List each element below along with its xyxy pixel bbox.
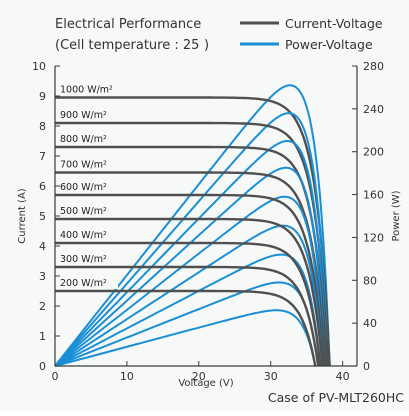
iv-curve (55, 217, 324, 367)
irradiance-label: 300 W/m² (60, 254, 107, 265)
iv-curve (55, 193, 326, 367)
irradiance-label: 200 W/m² (60, 278, 107, 289)
pv-curve (54, 224, 324, 367)
irradiance-label-bg (58, 204, 118, 217)
y-left-tick-label: 8 (39, 120, 46, 133)
irradiance-label: 500 W/m² (60, 206, 107, 217)
irradiance-label: 700 W/m² (60, 160, 107, 171)
x-tick-label: 0 (52, 370, 59, 383)
y-left-tick-label: 9 (39, 90, 46, 103)
y-left-tick-label: 6 (39, 180, 46, 193)
iv-curve (55, 265, 320, 367)
y-left-tick-label: 0 (39, 360, 46, 373)
pv-curve (54, 281, 320, 367)
y-axis-right-title: Power (W) (391, 190, 402, 241)
y-axis-left-title: Current (A) (17, 188, 28, 243)
irradiance-label: 400 W/m² (60, 230, 107, 241)
y-left-tick-label: 2 (39, 300, 46, 313)
y-right-tick-label: 280 (363, 60, 384, 73)
irradiance-labels: 1000 W/m² 900 W/m² 800 W/m² 700 W/m² 600 W/m… (58, 82, 118, 289)
irradiance-label: 1000 W/m² (60, 85, 113, 96)
iv-curve (55, 241, 322, 367)
legend: Current-Voltage Power-Voltage (240, 16, 383, 52)
x-tick-label: 10 (120, 370, 134, 383)
x-tick-label: 20 (192, 370, 206, 383)
irradiance-label-bg (58, 252, 118, 265)
iv-curve (55, 145, 328, 367)
y-right-tick-label: 200 (363, 146, 384, 159)
iv-curve (55, 171, 327, 367)
iv-curve (55, 289, 317, 367)
y-left-tick-label: 1 (39, 330, 46, 343)
y-right-tick-label: 160 (363, 189, 384, 202)
y-left-tick-label: 7 (39, 150, 46, 163)
y-left-tick-label: 5 (39, 210, 46, 223)
y-right-tick-label: 120 (363, 231, 384, 244)
irradiance-label: 800 W/m² (60, 134, 107, 145)
y-left-tick-label: 4 (39, 240, 46, 253)
curves-layer (54, 84, 331, 367)
irradiance-label-bg (58, 276, 118, 289)
irradiance-label-bg (58, 108, 118, 121)
pv-curve (54, 309, 317, 367)
pv-curve (54, 140, 328, 367)
y-left-tick-label: 10 (32, 60, 46, 73)
pv-curve (54, 253, 322, 367)
pv-curve (54, 84, 331, 367)
legend-label-pv: Power-Voltage (285, 37, 373, 52)
x-axis-title: Voltage (V) (178, 378, 233, 389)
irradiance-label-bg (58, 82, 118, 96)
irradiance-label-bg (58, 228, 118, 241)
iv-curve (55, 96, 331, 367)
iv-curve (55, 121, 330, 367)
x-tick-label: 40 (336, 370, 350, 383)
irradiance-label-bg (58, 157, 118, 171)
y-right-tick-label: 0 (363, 360, 370, 373)
x-tick-label: 30 (264, 370, 278, 383)
y-left-tick-label: 3 (39, 270, 46, 283)
irradiance-label: 600 W/m² (60, 182, 107, 193)
y-right-tick-label: 80 (363, 274, 377, 287)
axis-ticks: 0 10 20 30 40 0 1 2 3 4 5 6 7 8 9 10 0 40 80 120 160 200 240 28… (32, 60, 384, 383)
legend-label-iv: Current-Voltage (285, 16, 383, 31)
chart-subtitle: (Cell temperature : 25 (55, 38, 199, 53)
irradiance-label-bg (58, 132, 118, 145)
y-right-tick-label: 240 (363, 103, 384, 116)
irradiance-label: 900 W/m² (60, 110, 107, 121)
chart-subtitle-end: ) (204, 38, 209, 53)
chart-title: Electrical Performance (55, 17, 201, 32)
irradiance-label-bg (58, 180, 118, 193)
pv-curve (54, 112, 330, 367)
footer-model: Case of PV-MLT260HC (268, 390, 404, 405)
pv-curve (54, 195, 325, 367)
y-right-tick-label: 40 (363, 317, 377, 330)
